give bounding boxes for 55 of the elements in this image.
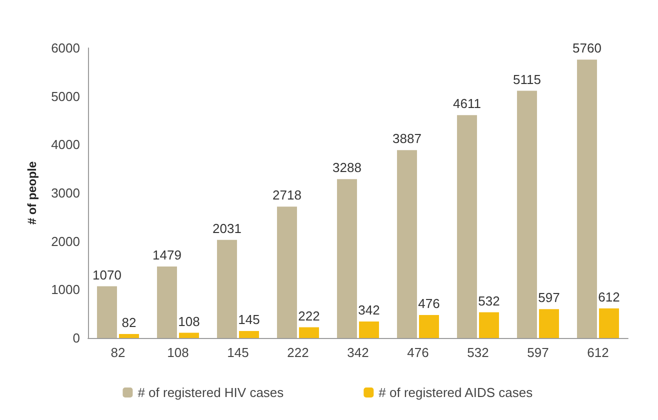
data-label: 3288 [332, 160, 362, 176]
bar [217, 240, 237, 338]
y-tick-label: 2000 [51, 234, 80, 249]
bar [479, 312, 499, 338]
bar [157, 266, 177, 338]
bar [239, 330, 259, 338]
bar [97, 286, 117, 338]
y-tick-label: 6000 [51, 40, 80, 56]
data-label: 2718 [272, 188, 302, 203]
x-tick-label: 222 [287, 345, 309, 360]
data-label: 5760 [572, 40, 602, 56]
bar [179, 332, 199, 338]
bar [419, 314, 439, 338]
bar [397, 150, 417, 338]
x-tick-label: 476 [407, 345, 429, 360]
y-tick-label: 3000 [51, 186, 80, 200]
y-tick-label: 4000 [51, 137, 80, 152]
x-tick-label: 342 [347, 345, 369, 360]
data-label: 3887 [392, 131, 422, 146]
bar [599, 308, 619, 338]
data-label: 612 [598, 289, 620, 304]
data-label: 1479 [152, 248, 182, 263]
y-tick-label: 0 [72, 330, 80, 346]
x-tick-label: 145 [227, 345, 249, 360]
bar [517, 90, 537, 338]
x-tick-label: 532 [467, 345, 489, 360]
y-tick-label: 1000 [51, 282, 80, 298]
data-label: 597 [538, 290, 560, 306]
data-label: 145 [238, 312, 260, 327]
x-tick-label: 108 [167, 345, 189, 360]
bar [577, 60, 597, 338]
data-label: 476 [418, 296, 440, 311]
bar [277, 206, 297, 338]
data-label: 108 [178, 314, 200, 329]
bar [119, 334, 139, 338]
bar [539, 309, 559, 338]
data-label: 4611 [453, 96, 481, 112]
data-label: 1070 [92, 267, 122, 282]
data-label: 222 [298, 308, 320, 324]
bar [457, 115, 477, 338]
legend-label: # of registered HIV cases [138, 385, 284, 400]
data-label: 532 [478, 293, 500, 308]
bar [337, 179, 357, 338]
x-tick-label: 612 [587, 345, 609, 360]
data-label: 2031 [212, 220, 242, 236]
y-tick-label: 5000 [51, 88, 80, 104]
x-tick-label: 597 [527, 345, 549, 360]
x-tick-label: 82 [110, 345, 126, 360]
bar [359, 321, 379, 338]
legend-label: # of registered AIDS cases [378, 385, 534, 400]
y-axis-title: # of people [25, 161, 39, 225]
data-label: 5115 [513, 72, 541, 87]
data-label: 342 [358, 302, 380, 318]
bar [299, 327, 319, 338]
data-label: 82 [122, 315, 136, 330]
